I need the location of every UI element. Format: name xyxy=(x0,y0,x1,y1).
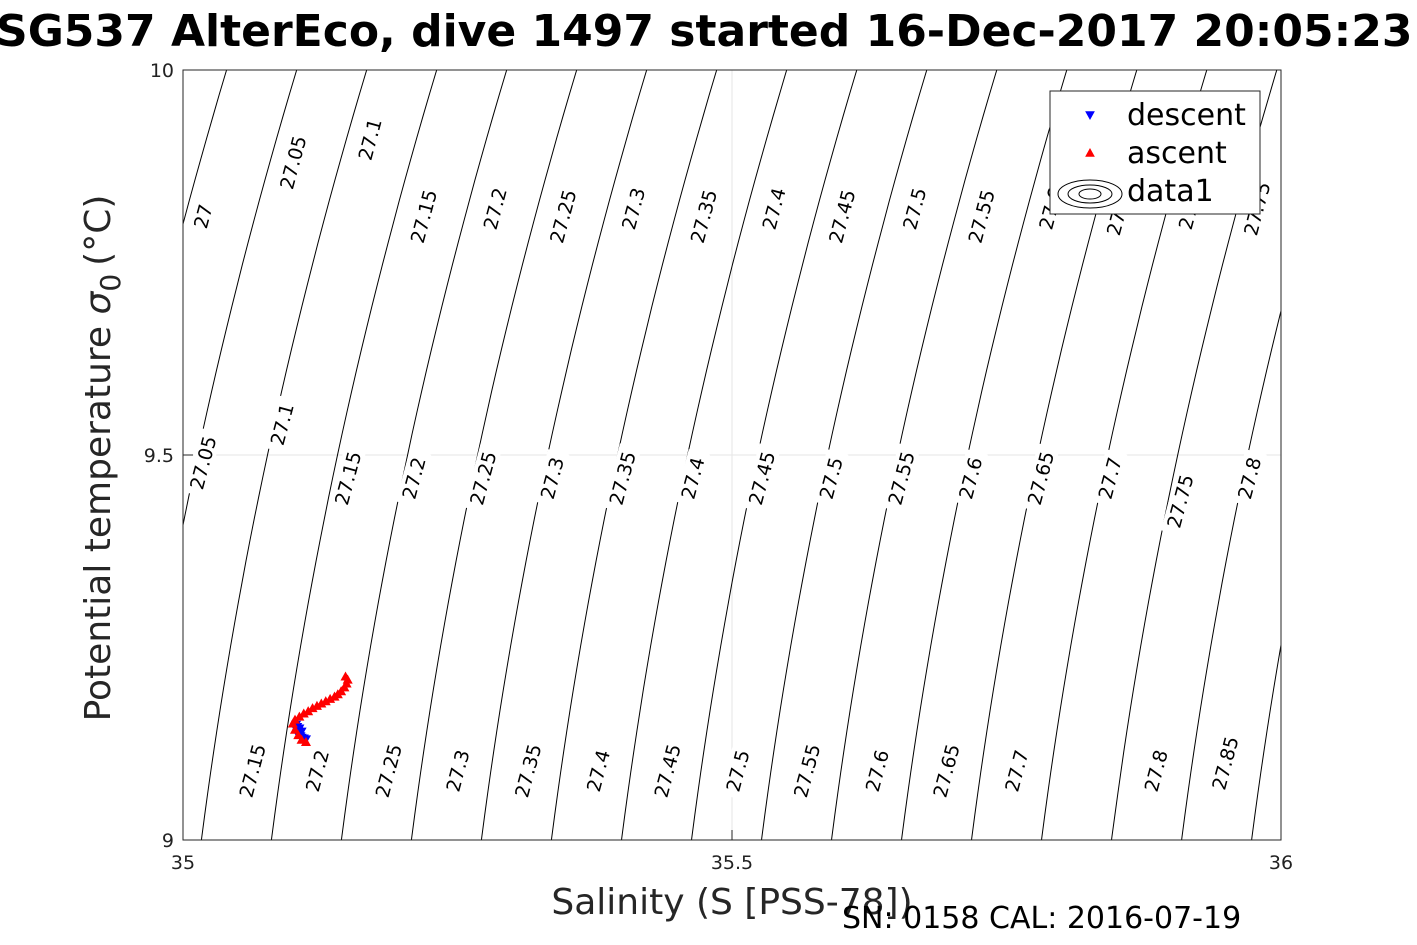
contour-label-bg xyxy=(962,181,1001,252)
contour-label-bg xyxy=(648,735,687,806)
contour-label-bg xyxy=(543,181,583,252)
contour-label-bg xyxy=(188,198,218,234)
legend-marker-ascent xyxy=(1085,147,1095,157)
x-tick-label: 35 xyxy=(171,852,195,874)
contour-label-bg xyxy=(1205,728,1245,798)
contour-label-bg xyxy=(352,110,388,169)
descent-marker xyxy=(296,727,307,737)
isopycnal-27.90 xyxy=(1317,32,1417,879)
legend-label: descent xyxy=(1127,98,1246,133)
y-axis-label-symbol: σ xyxy=(78,291,119,315)
contour-label-bg xyxy=(396,449,432,508)
x-axis-label: Salinity (S [PSS-78]) xyxy=(551,882,912,923)
isopycnal-27.85 xyxy=(1251,642,1281,840)
contour-label-bg xyxy=(1160,466,1200,536)
contour-label-bg xyxy=(534,449,570,508)
ascent-marker xyxy=(340,671,351,681)
x-tick-label: 35.5 xyxy=(711,852,753,874)
contour-label-bg xyxy=(580,741,616,800)
contour-label-bg xyxy=(273,127,312,198)
contour-label-bg xyxy=(1231,449,1267,508)
legend-contour-icon xyxy=(1057,179,1123,209)
contour-label-bg xyxy=(896,179,932,238)
isopycnal-26.85 xyxy=(0,32,28,879)
contour-label-bg xyxy=(813,449,849,508)
chart-title: SG537 AlterEco, dive 1497 started 16-Dec… xyxy=(0,6,1412,57)
contour-label-bg xyxy=(859,741,895,800)
legend-box xyxy=(1049,90,1261,215)
serial-calibration-note: SN: 0158 CAL: 2016-07-19 xyxy=(842,901,1241,936)
contour-label-bg xyxy=(684,181,723,252)
data-markers xyxy=(287,671,353,747)
contour-label-bg xyxy=(756,179,792,238)
y-axis-label-subscript: 0 xyxy=(94,274,127,292)
contour-label-bg xyxy=(328,443,367,513)
isopycnal-27.95 xyxy=(1387,32,1417,879)
contour-label-bg xyxy=(299,741,335,800)
ascent-marker xyxy=(289,724,301,734)
contour-label: 27.4 xyxy=(756,179,792,238)
y-tick-label: 9.5 xyxy=(144,445,174,467)
isopycnal-27.10 xyxy=(200,70,368,840)
legend-contour-icon xyxy=(1067,184,1113,204)
contour-label-bg xyxy=(822,181,861,252)
isopycnal-27.20 xyxy=(340,70,508,840)
isopycnal-27.00 xyxy=(183,70,228,226)
contour-label-bg xyxy=(1092,449,1128,508)
contour-label-bg xyxy=(1021,443,1060,513)
contour-label-bg xyxy=(439,741,476,800)
contour-label-bg xyxy=(719,741,756,800)
contour-label-bg xyxy=(952,449,988,508)
contour-label-bg xyxy=(264,395,300,454)
contour-label-bg xyxy=(998,741,1034,800)
contour-label-bg xyxy=(508,735,547,806)
contour-label-bg xyxy=(233,735,272,806)
y-axis-label-main: Potential temperature xyxy=(78,326,119,721)
contour-label-bg xyxy=(183,427,222,498)
x-tick-label: 36 xyxy=(1269,852,1293,874)
contour-label-bg xyxy=(369,735,408,806)
y-axis-label: Potential temperature σ0 (°C) xyxy=(78,195,127,722)
legend-label: data1 xyxy=(1127,174,1214,209)
legend-item-descent: descent xyxy=(1085,98,1246,133)
contour-label-bg xyxy=(926,735,966,806)
contour-label-bg xyxy=(463,443,502,513)
contour-label-bg xyxy=(1138,741,1174,800)
legend-marker-descent xyxy=(1085,111,1095,121)
contour-label-bg xyxy=(404,181,443,252)
isopycnal-27.15 xyxy=(270,70,438,840)
contour-label-bg xyxy=(603,443,642,513)
y-axis-label-unit: (°C) xyxy=(78,195,119,266)
contour-label-bg xyxy=(615,179,651,238)
ascent-marker xyxy=(293,730,304,740)
y-tick-label: 10 xyxy=(150,60,174,82)
contour-label-bg xyxy=(674,449,711,508)
contour-label: 27.7 xyxy=(1092,449,1128,508)
ascent-marker xyxy=(296,734,307,744)
legend-contour-icon xyxy=(1078,188,1102,200)
legend-item-ascent: ascent xyxy=(1085,136,1227,171)
axis-ticks: 35 35.5 36 9 9.5 10 xyxy=(144,60,1293,874)
contour-label-bg xyxy=(787,735,826,806)
y-tick-label: 9 xyxy=(162,830,174,852)
contour-label-bg xyxy=(742,443,781,513)
contour-label-bg xyxy=(881,443,921,513)
contour-label-bg xyxy=(477,179,513,238)
legend-item-data1: data1 xyxy=(1057,174,1214,209)
legend-label: ascent xyxy=(1127,136,1227,171)
